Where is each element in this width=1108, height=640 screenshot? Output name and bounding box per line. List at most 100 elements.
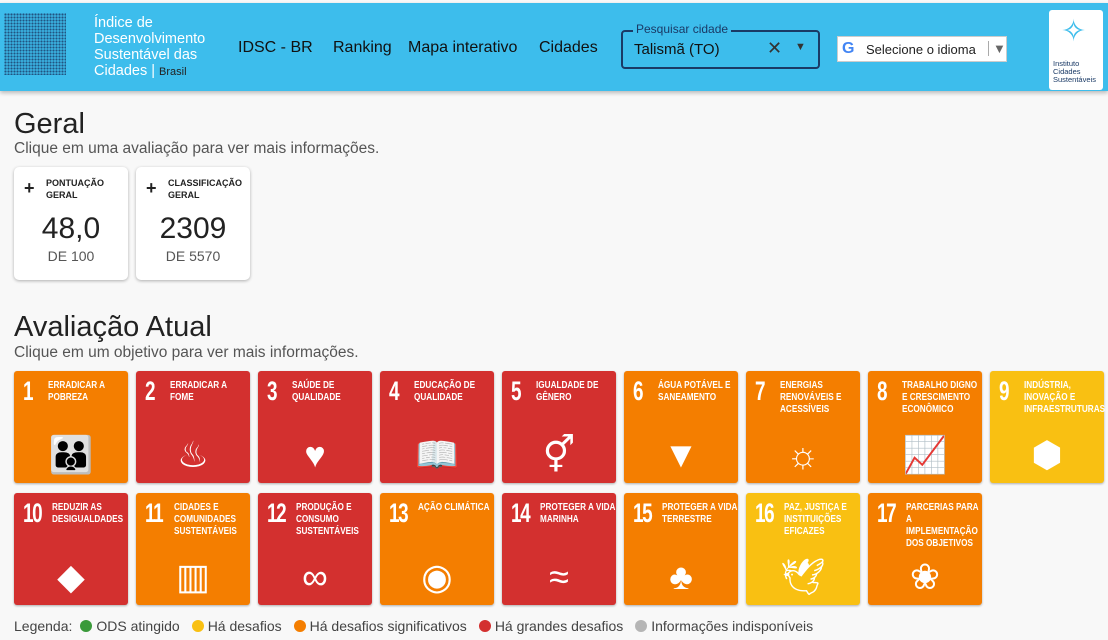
goal-tile-1[interactable]: 1 Erradicar a pobreza 👪 <box>14 371 128 483</box>
legend-item: Informações indisponíveis <box>635 618 813 634</box>
legend-item: Há desafios significativos <box>293 618 467 634</box>
partner-logo[interactable]: ✧ Instituto Cidades Sustentáveis <box>1049 10 1103 90</box>
goal-number: 1 <box>23 376 34 406</box>
nav-ranking[interactable]: Ranking <box>333 39 392 56</box>
plus-icon: + <box>24 178 35 198</box>
family-icon: 👪 <box>48 434 94 475</box>
goal-tile-16[interactable]: 16 Paz, justiça e instituições eficazes 🕊 <box>746 493 860 605</box>
growth-chart-icon: 📈 <box>902 434 948 475</box>
goal-title: Água potável e saneamento <box>658 380 731 403</box>
goal-title: Ação climática <box>418 502 490 513</box>
book-icon: 📖 <box>414 434 460 475</box>
goal-title: Proteger a vida terrestre <box>662 502 738 525</box>
legend-item: Há desafios <box>191 618 282 634</box>
clear-icon[interactable]: ✕ <box>767 38 783 58</box>
buildings-icon: ▥ <box>175 556 210 597</box>
goal-tile-2[interactable]: 2 Erradicar a fome ♨ <box>136 371 250 483</box>
section-title-geral: Geral <box>14 108 85 140</box>
google-icon: G <box>842 40 855 57</box>
goal-title: Parcerias para a implementação dos objet… <box>906 502 979 549</box>
nav-cidades[interactable]: Cidades <box>539 39 598 56</box>
water-icon: ▼ <box>663 434 699 475</box>
goal-title: Erradicar a pobreza <box>48 380 105 403</box>
bowl-icon: ♨ <box>176 434 210 475</box>
section-title-atual: Avaliação Atual <box>14 311 212 343</box>
goal-tile-15[interactable]: 15 Proteger a vida terrestre ♣ <box>624 493 738 605</box>
goal-number: 11 <box>145 498 164 528</box>
goal-tile-13[interactable]: 13 Ação climática ◉ <box>380 493 494 605</box>
goal-tile-9[interactable]: 9 Indústria, inovação e infraestruturas ⬢ <box>990 371 1106 483</box>
cubes-icon: ⬢ <box>1031 434 1063 475</box>
goal-title: Erradicar a fome <box>170 380 227 403</box>
goal-number: 14 <box>511 498 531 528</box>
goal-title: Educação de qualidade <box>414 380 476 403</box>
goal-title: Indústria, inovação e infraestruturas <box>1024 380 1106 415</box>
nav-idsc-br[interactable]: IDSC - BR <box>238 39 313 56</box>
goal-tile-12[interactable]: 12 Produção e consumo sustentáveis ∞ <box>258 493 372 605</box>
goal-title: Cidades e comunidades sustentáveis <box>174 502 237 537</box>
tree-icon: ♣ <box>669 556 693 597</box>
goal-title: Saúde de qualidade <box>292 380 341 403</box>
city-search-input[interactable]: Pesquisar cidade Talismã (TO) ✕ ▼ <box>621 22 820 69</box>
fish-icon: ≈ <box>549 556 569 597</box>
goal-number: 13 <box>389 498 409 528</box>
goal-number: 15 <box>633 498 653 528</box>
heartbeat-icon: ♥ <box>304 434 326 475</box>
goal-tile-6[interactable]: 6 Água potável e saneamento ▼ <box>624 371 738 483</box>
goal-number: 4 <box>389 376 400 406</box>
status-dot-icon <box>293 620 306 632</box>
goal-number: 16 <box>755 498 775 528</box>
infinity-icon: ∞ <box>302 556 328 597</box>
goal-title: Igualdade de gênero <box>536 380 599 403</box>
language-select[interactable]: G Selecione o idioma ▼ <box>837 36 1007 62</box>
score-card[interactable]: + PONTUAÇÃO GERAL 48,0 DE 100 <box>14 167 128 280</box>
eye-globe-icon: ◉ <box>421 556 453 597</box>
section-subtitle: Clique em um objetivo para ver mais info… <box>14 344 359 361</box>
goal-number: 5 <box>511 376 522 406</box>
status-dot-icon <box>80 620 93 632</box>
header: Índice de Desenvolvimento Sustentável da… <box>0 3 1108 91</box>
status-dot-icon <box>191 620 204 632</box>
nav-mapa-interativo[interactable]: Mapa interativo <box>408 39 518 56</box>
goal-title: Produção e consumo sustentáveis <box>296 502 359 537</box>
legend-item: Há grandes desafios <box>478 618 623 634</box>
goal-tile-10[interactable]: 10 Reduzir as desigualdades ◆ <box>14 493 128 605</box>
goal-tile-4[interactable]: 4 Educação de qualidade 📖 <box>380 371 494 483</box>
goal-title: Paz, justiça e instituições eficazes <box>784 502 847 537</box>
chevron-down-icon[interactable]: ▼ <box>795 41 806 53</box>
rings-icon: ❀ <box>909 556 941 597</box>
plus-icon: + <box>146 178 157 198</box>
status-dot-icon <box>478 620 491 632</box>
goal-tile-5[interactable]: 5 Igualdade de gênero ⚥ <box>502 371 616 483</box>
goal-number: 12 <box>267 498 287 528</box>
equality-arrows-icon: ◆ <box>57 556 85 597</box>
legend-item: ODS atingido <box>80 618 180 634</box>
legend: Legenda: ODS atingido Há desafios Há desaf… <box>14 618 814 634</box>
status-dot-icon <box>635 620 648 632</box>
goal-number: 8 <box>877 376 888 406</box>
goal-title: Energias renováveis e acessíveis <box>780 380 842 415</box>
sun-power-icon: ☼ <box>786 434 820 475</box>
dropdown-arrow-icon: ▼ <box>988 41 1006 56</box>
goal-number: 6 <box>633 376 644 406</box>
goal-number: 7 <box>755 376 766 406</box>
goal-title: Proteger a vida marinha <box>540 502 616 525</box>
goal-tile-11[interactable]: 11 Cidades e comunidades sustentáveis ▥ <box>136 493 250 605</box>
goal-tile-7[interactable]: 7 Energias renováveis e acessíveis ☼ <box>746 371 860 483</box>
goal-title: Trabalho digno e crescimento econômico <box>902 380 978 415</box>
goal-tile-8[interactable]: 8 Trabalho digno e crescimento econômico 📈 <box>868 371 982 483</box>
goal-tile-17[interactable]: 17 Parcerias para a implementação dos obj… <box>868 493 982 605</box>
brand-title[interactable]: Índice de Desenvolvimento Sustentável da… <box>94 15 206 79</box>
goal-number: 10 <box>23 498 43 528</box>
dove-icon: 🕊 <box>780 556 826 597</box>
goal-tile-14[interactable]: 14 Proteger a vida marinha ≈ <box>502 493 616 605</box>
network-icon: ✧ <box>1061 15 1087 48</box>
goal-number: 3 <box>267 376 278 406</box>
goal-tile-3[interactable]: 3 Saúde de qualidade ♥ <box>258 371 372 483</box>
goal-number: 17 <box>877 498 897 528</box>
gender-icon: ⚥ <box>542 434 576 475</box>
goal-number: 9 <box>999 376 1010 406</box>
ranking-card[interactable]: + CLASSIFICAÇÃO GERAL 2309 DE 5570 <box>136 167 250 280</box>
goal-number: 2 <box>145 376 156 406</box>
brazil-map-logo[interactable] <box>4 13 66 75</box>
